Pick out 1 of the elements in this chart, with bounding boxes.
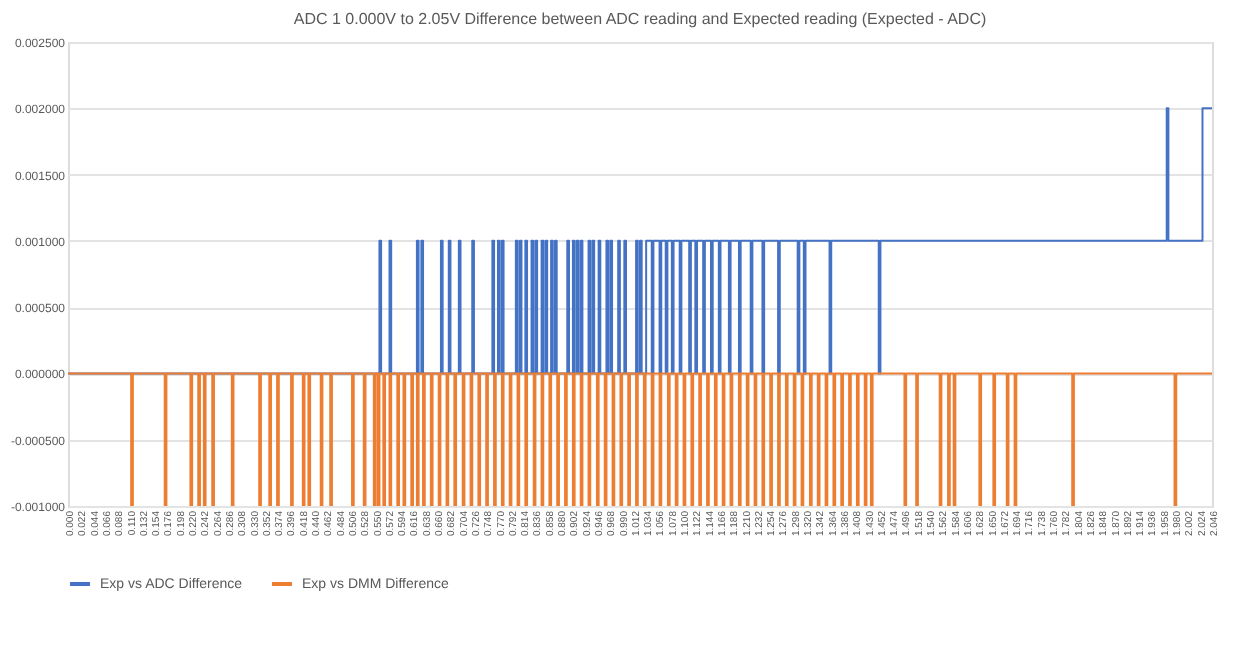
- chart-title: ADC 1 0.000V to 2.05V Difference between ADC reading and Expected reading (Expected - ADC): [293, 10, 987, 28]
